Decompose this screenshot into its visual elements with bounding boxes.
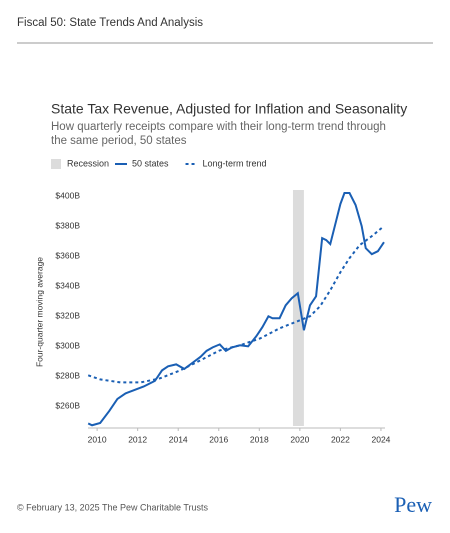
y-axis-label: Four-quarter moving average — [34, 257, 44, 367]
y-tick-label: $360B — [55, 250, 80, 260]
copyright: © February 13, 2025 The Pew Charitable T… — [17, 502, 209, 512]
recession-band — [292, 190, 304, 426]
y-tick-label: $400B — [55, 190, 80, 200]
y-tick-label: $280B — [55, 371, 80, 381]
logo: Pew — [394, 492, 432, 517]
y-tick-label: $260B — [55, 401, 80, 411]
chart-subtitle: the same period, 50 states — [51, 135, 187, 147]
legend-label: Long-term trend — [203, 158, 267, 168]
x-tick-label: 2010 — [88, 434, 107, 444]
y-tick-label: $300B — [55, 341, 80, 351]
header-title: Fiscal 50: State Trends And Analysis — [17, 17, 203, 29]
legend-label: 50 states — [132, 158, 169, 168]
chart-title: State Tax Revenue, Adjusted for Inflatio… — [51, 101, 407, 117]
y-tick-label: $320B — [55, 311, 80, 321]
x-tick-label: 2012 — [128, 434, 147, 444]
x-tick-label: 2022 — [331, 434, 350, 444]
x-tick-label: 2016 — [209, 434, 228, 444]
series-line — [87, 192, 385, 427]
x-tick-label: 2018 — [250, 434, 269, 444]
x-tick-label: 2020 — [290, 434, 309, 444]
chart-subtitle: How quarterly receipts compare with thei… — [51, 121, 386, 133]
legend-label: Recession — [67, 158, 109, 168]
series-line — [87, 225, 385, 384]
legend-swatch — [51, 159, 61, 169]
x-tick-label: 2024 — [371, 434, 390, 444]
y-tick-label: $340B — [55, 280, 80, 290]
y-tick-label: $380B — [55, 220, 80, 230]
x-tick-label: 2014 — [169, 434, 188, 444]
